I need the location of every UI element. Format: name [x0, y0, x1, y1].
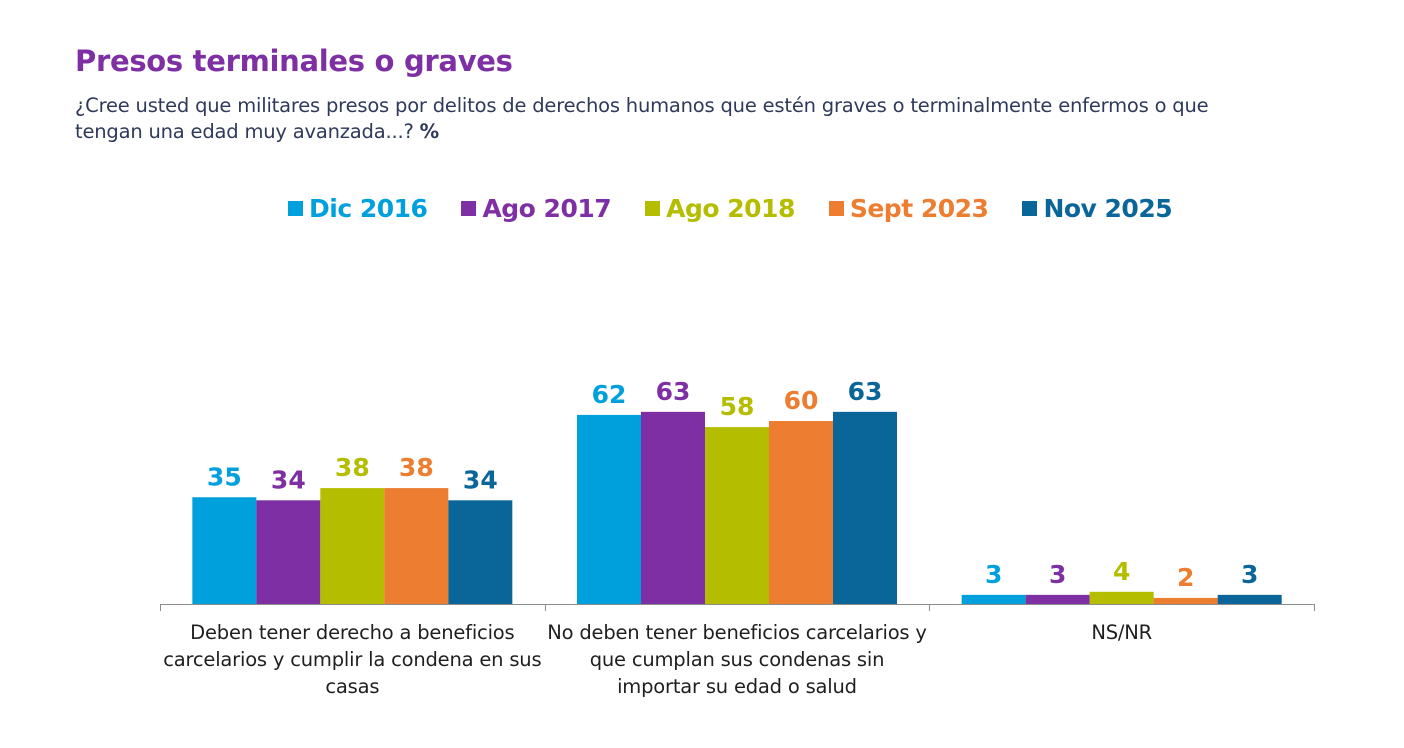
legend-label: Ago 2017 — [482, 194, 612, 223]
legend-swatch — [645, 201, 661, 216]
bar — [320, 488, 385, 604]
data-label: 63 — [656, 377, 691, 406]
legend-swatch — [1022, 201, 1038, 216]
data-label: 34 — [271, 465, 306, 494]
data-label: 60 — [784, 386, 819, 415]
data-label: 38 — [335, 453, 370, 482]
question-text: ¿Cree usted que militares presos por del… — [75, 93, 1255, 145]
bar — [1217, 594, 1282, 604]
legend-label: Sept 2023 — [849, 194, 989, 223]
page-title: Presos terminales o graves — [75, 44, 513, 78]
bar — [1025, 594, 1090, 604]
unit-label: % — [419, 120, 440, 143]
bar — [1153, 597, 1218, 604]
bar — [192, 497, 257, 604]
data-label: 3 — [1049, 560, 1066, 589]
legend-item: Dic 2016 — [288, 194, 428, 223]
bar — [769, 421, 833, 604]
bar — [961, 594, 1026, 604]
bar — [833, 411, 897, 604]
data-label: 34 — [463, 465, 498, 494]
legend-item: Nov 2025 — [1022, 194, 1173, 223]
legend: Dic 2016 Ago 2017 Ago 2018 Sept 2023 Nov 202… — [288, 194, 1173, 223]
x-tick-label: Deben tener derecho a beneficios carcela… — [163, 621, 542, 698]
bar — [705, 427, 769, 604]
data-label: 62 — [592, 380, 627, 409]
bar — [384, 488, 449, 604]
legend-swatch — [288, 201, 303, 216]
data-label: 4 — [1113, 557, 1130, 586]
data-label: 58 — [720, 392, 755, 421]
legend-item: Ago 2017 — [461, 194, 612, 223]
bar — [1089, 591, 1154, 604]
data-label: 35 — [207, 462, 242, 491]
bar — [448, 500, 513, 604]
data-label: 3 — [985, 560, 1002, 589]
data-label: 2 — [1177, 563, 1194, 592]
legend-item: Sept 2023 — [828, 194, 989, 223]
legend-item: Ago 2018 — [645, 194, 795, 223]
legend-label: Nov 2025 — [1043, 194, 1173, 223]
bar — [577, 414, 641, 604]
bar — [641, 411, 705, 604]
legend-swatch — [828, 201, 844, 216]
data-label: 3 — [1241, 560, 1258, 589]
x-tick-label: No deben tener beneficios carcelarios y … — [547, 621, 927, 698]
x-tick-label: NS/NR — [1091, 621, 1152, 644]
data-label: 63 — [848, 377, 883, 406]
legend-swatch — [461, 201, 477, 216]
legend-label: Dic 2016 — [309, 194, 428, 223]
legend-label: Ago 2018 — [666, 194, 795, 223]
question: ¿Cree usted que militares presos por del… — [75, 94, 1209, 143]
bar — [256, 500, 321, 604]
data-label: 38 — [399, 453, 434, 482]
